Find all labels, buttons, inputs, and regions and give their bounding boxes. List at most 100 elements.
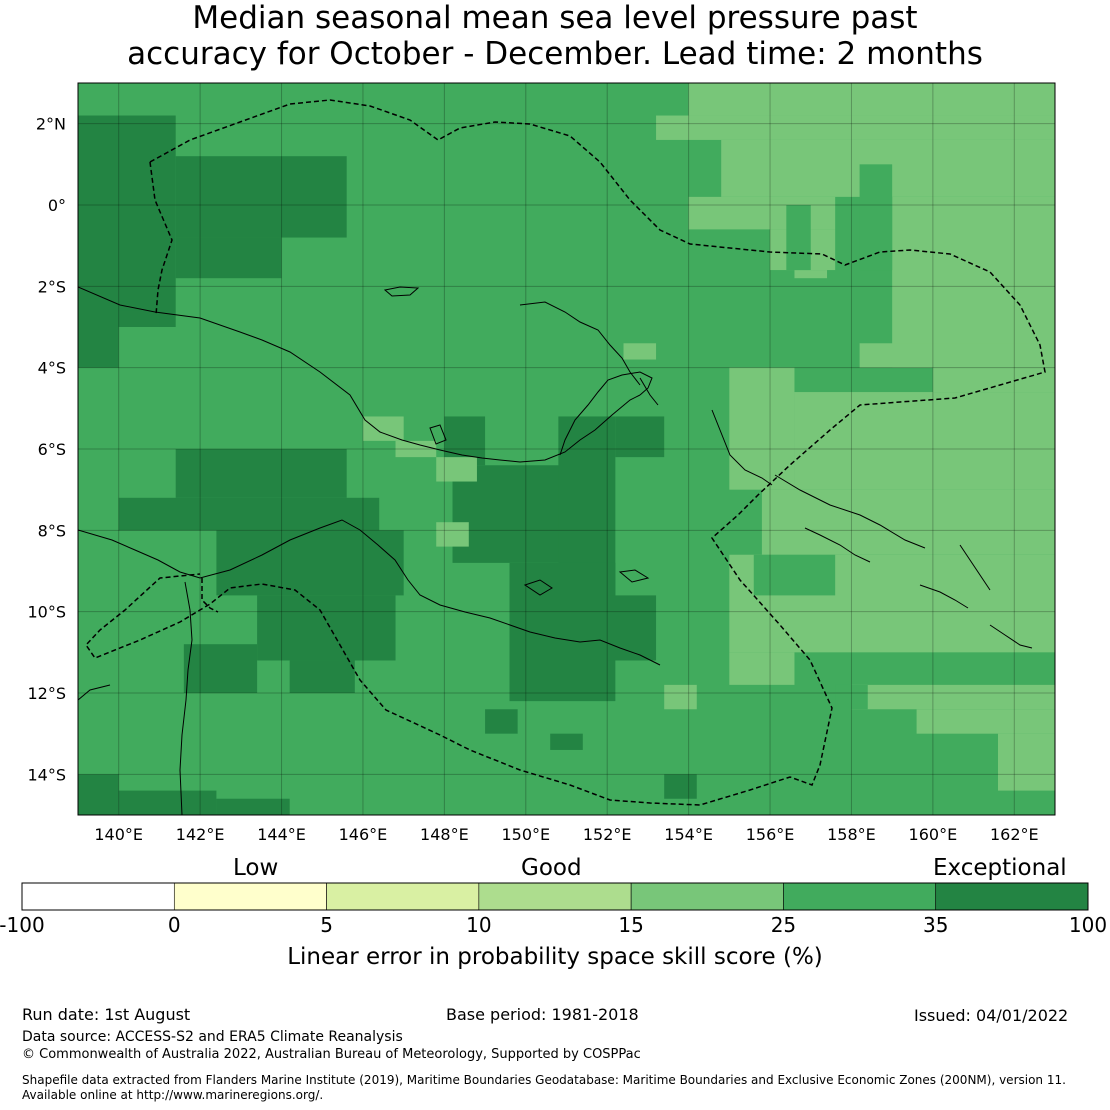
x-tick-label: 146°E — [339, 825, 388, 844]
coastlines — [78, 286, 1033, 815]
map-title: Median seasonal mean sea level pressure … — [0, 0, 1110, 72]
skill-cell-33 — [794, 392, 1055, 490]
skill-cell-4 — [118, 310, 160, 327]
y-tick-label: 14°S — [27, 765, 66, 784]
y-tick-label: 2°S — [38, 277, 66, 296]
x-tick-label: 148°E — [420, 825, 469, 844]
run-date: Run date: 1st August — [22, 1005, 191, 1024]
title-line-2: accuracy for October - December. Lead ti… — [127, 36, 983, 72]
skill-cell-26 — [688, 196, 836, 230]
y-tick-label: 2°N — [36, 115, 66, 134]
x-tick-label: 152°E — [583, 825, 632, 844]
colorbar-category-low: Low — [233, 855, 279, 881]
skill-cells — [78, 83, 1055, 815]
colorbar-tick-label: 100 — [1068, 913, 1108, 937]
coast-gulf-carpentaria — [78, 684, 111, 701]
x-tick-label: 144°E — [257, 825, 306, 844]
coast-solomons-4 — [959, 544, 991, 591]
title-line-1: Median seasonal mean sea level pressure … — [192, 0, 918, 36]
skill-cell-9 — [289, 660, 355, 693]
colorbar-category-exceptional: Exceptional — [933, 855, 1067, 881]
colorbar-frame — [21, 882, 1089, 911]
colorbar-segment — [21, 882, 175, 911]
copyright: © Commonwealth of Australia 2022, Austra… — [22, 1047, 641, 1062]
eez-boundary-png-west — [149, 161, 173, 316]
skill-cell-17 — [485, 709, 518, 734]
coast-admiralty — [383, 286, 420, 297]
x-tick-label: 162°E — [990, 825, 1039, 844]
colorbar-tick-label: 35 — [922, 913, 949, 937]
skill-cell-28 — [794, 270, 828, 279]
colorbar-category-good: Good — [521, 855, 582, 881]
colorbar-tick-label: 0 — [167, 913, 181, 937]
eez-boundary-png — [85, 99, 1046, 806]
skill-cell-39 — [998, 733, 1055, 791]
skill-cell-mid-3 — [835, 684, 868, 710]
skill-cell-1 — [175, 156, 347, 238]
colorbar-tick-label: 15 — [618, 913, 644, 937]
skill-cell-45 — [623, 343, 657, 360]
skill-cell-mid-1 — [786, 205, 811, 271]
coast-new-guinea-south — [78, 519, 661, 666]
skill-cell-18 — [550, 733, 583, 750]
issued-date: Issued: 04/01/2022 — [914, 1006, 1069, 1025]
skill-cell-20 — [118, 790, 217, 815]
skill-cell-mid-2 — [753, 554, 836, 596]
skill-cell-32 — [729, 367, 795, 490]
skill-cell-31 — [932, 367, 1055, 393]
longitude-axis: 140°E 142°E 144°E 146°E 148°E 150°E 152°E 154°E… — [94, 825, 1038, 844]
y-tick-label: 0° — [48, 196, 66, 215]
skill-cell-30 — [859, 343, 1055, 368]
skill-cell-43 — [436, 522, 469, 547]
skill-cell-5 — [175, 449, 347, 498]
coast-solomons-1 — [774, 474, 926, 549]
data-source: Data source: ACCESS-S2 and ERA5 Climate … — [22, 1029, 403, 1045]
shapefile-credit-1: Shapefile data extracted from Flanders M… — [22, 1073, 1066, 1087]
coast-solomons-5 — [989, 624, 1033, 649]
x-tick-label: 140°E — [94, 825, 143, 844]
shapefile-credit-2: Available online at http://www.marinereg… — [22, 1088, 324, 1102]
colorbar-segment — [326, 882, 480, 911]
skill-cell-38 — [916, 709, 1055, 734]
skill-cell-mid-0 — [859, 164, 893, 271]
coast-new-guinea-north — [78, 286, 641, 463]
colorbar-segment — [630, 882, 784, 911]
skill-cell-22 — [664, 774, 697, 799]
maritime-boundaries — [85, 99, 1046, 806]
skill-cell-36 — [729, 652, 795, 685]
coast-new-britain — [519, 301, 641, 386]
y-tick-label: 8°S — [38, 521, 66, 540]
map-frame — [77, 82, 1056, 816]
y-tick-label: 4°S — [38, 359, 66, 378]
graticule — [78, 83, 1055, 815]
eez-boundary-torres — [201, 578, 219, 613]
skill-cell-41 — [395, 440, 437, 458]
coast-cape-york — [179, 581, 193, 815]
skill-cell-42 — [436, 457, 477, 482]
latitude-axis: 2°N 0° 2°S 4°S 6°S 8°S 10°S 12°S 14°S — [27, 115, 66, 785]
colorbar-tick-label: 25 — [770, 913, 797, 937]
skill-cell-3 — [78, 327, 119, 368]
coast-solomons-3 — [919, 584, 969, 609]
colorbar-segment — [935, 882, 1089, 911]
skill-cell-0 — [78, 115, 176, 328]
skill-cell-40 — [362, 416, 404, 441]
skill-cell-14 — [615, 416, 665, 458]
y-tick-label: 6°S — [38, 440, 66, 459]
coast-bougainville — [711, 409, 773, 486]
coast-new-ireland — [639, 377, 659, 406]
colorbar-segment — [783, 882, 937, 911]
skill-cell-21 — [216, 798, 290, 815]
x-tick-label: 156°E — [746, 825, 795, 844]
skill-cell-8 — [257, 595, 396, 661]
x-tick-label: 160°E — [909, 825, 958, 844]
colorbar-segment — [478, 882, 632, 911]
coast-solomons-2 — [804, 527, 871, 563]
y-tick-label: 10°S — [27, 603, 66, 622]
coast-new-guinea-peninsula — [559, 371, 653, 456]
skill-cell-29 — [892, 196, 1055, 368]
skill-cell-23 — [688, 83, 1055, 116]
skill-cell-16 — [607, 595, 657, 661]
colorbar-tick-label: 10 — [466, 913, 492, 937]
x-tick-label: 154°E — [664, 825, 713, 844]
